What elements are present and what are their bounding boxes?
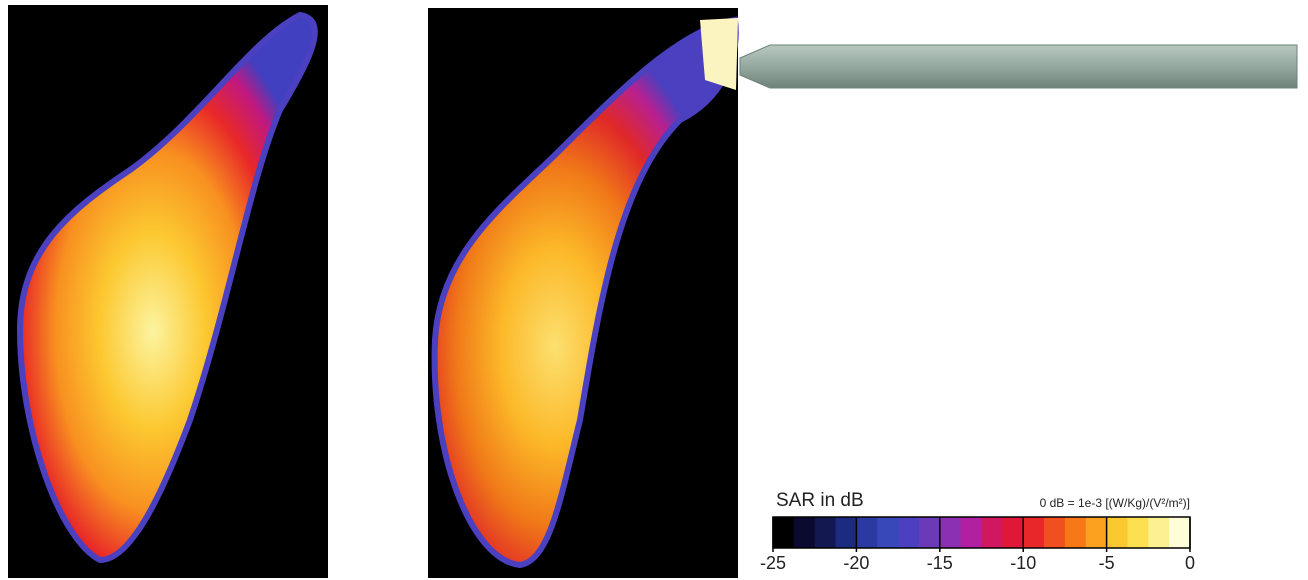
color-cell (961, 517, 982, 548)
color-cell (836, 517, 857, 548)
probe-rod (740, 45, 1297, 88)
color-cell (815, 517, 836, 548)
color-cell (1148, 517, 1169, 548)
color-cell (773, 517, 794, 548)
figure: SAR in dB 0 dB = 1e-3 [(W/Kg)/(V²/m²)] -… (0, 0, 1308, 580)
colorbar: SAR in dB 0 dB = 1e-3 [(W/Kg)/(V²/m²)] -… (760, 490, 1195, 573)
tick-label: 0 (1185, 553, 1195, 573)
color-cell (919, 517, 940, 548)
color-cell (1086, 517, 1107, 548)
color-cell (794, 517, 815, 548)
tick-label: -10 (1010, 553, 1036, 573)
tick-label: -25 (760, 553, 786, 573)
tick-label: -20 (843, 553, 869, 573)
color-cell (1169, 517, 1190, 548)
tick-label: -5 (1099, 553, 1115, 573)
color-cell (1002, 517, 1023, 548)
color-cell (1107, 517, 1128, 548)
color-cell (1023, 517, 1044, 548)
color-cell (1044, 517, 1065, 548)
color-cell (982, 517, 1003, 548)
color-cell (898, 517, 919, 548)
color-cell (1127, 517, 1148, 548)
colorbar-reference: 0 dB = 1e-3 [(W/Kg)/(V²/m²)] (1040, 496, 1190, 510)
color-cell (1065, 517, 1086, 548)
tick-label: -15 (927, 553, 953, 573)
colorbar-title: SAR in dB (776, 490, 864, 511)
color-cell (940, 517, 961, 548)
color-cell (877, 517, 898, 548)
color-cell (856, 517, 877, 548)
hot-spot (700, 18, 738, 90)
